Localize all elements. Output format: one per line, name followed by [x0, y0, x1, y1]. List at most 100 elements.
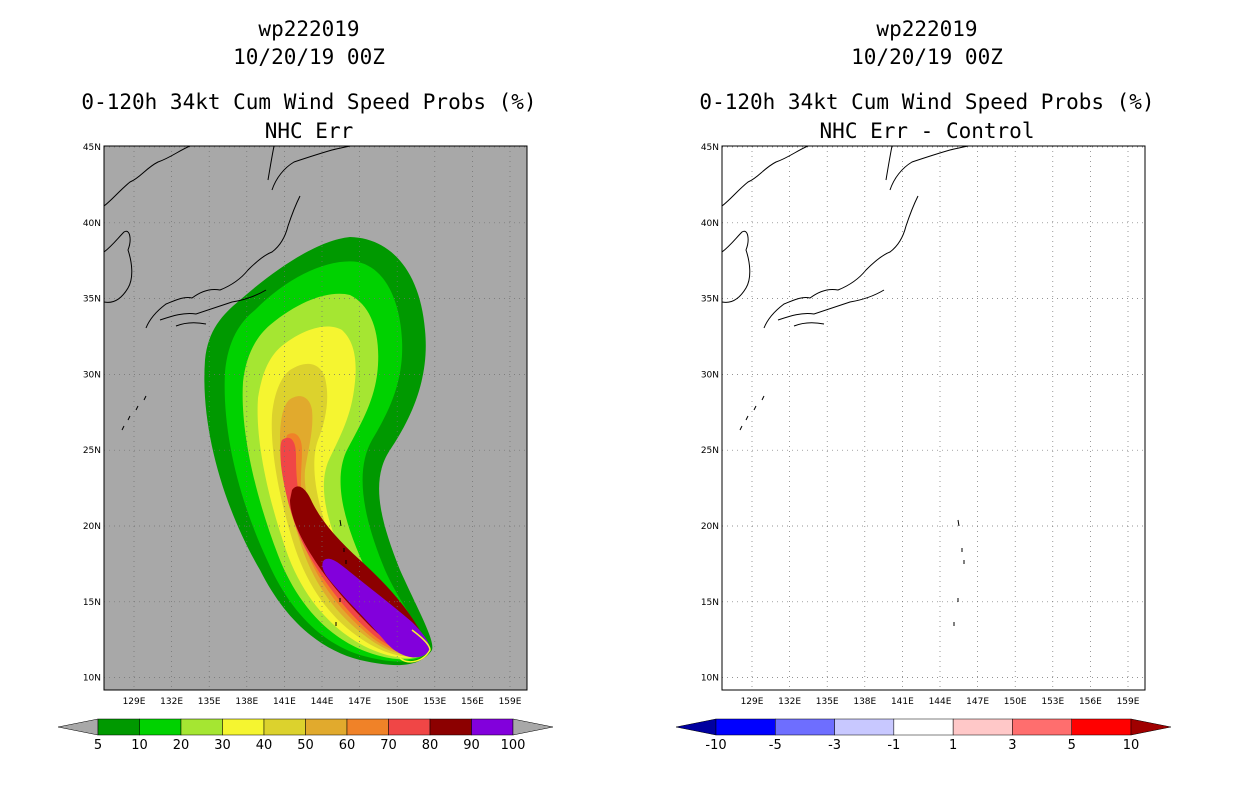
lat-tick-label: 10N	[701, 674, 719, 684]
colorbar-label: 10	[131, 738, 148, 753]
colorbar-swatch	[388, 718, 431, 736]
colorbar-label: -10	[705, 738, 726, 753]
colorbar-label: -1	[887, 738, 900, 753]
band-90	[322, 558, 430, 658]
lon-tick-label: 144E	[929, 697, 952, 707]
right-map: 45N 40N 35N 30N 25N 20N 15N 10N 129E 132E 135E 138E…	[675, 143, 1172, 753]
honshu-south-coast	[159, 289, 267, 321]
colorbar-swatch	[952, 718, 1013, 736]
right-map-background	[722, 146, 1145, 690]
lon-tick-label: 132E	[160, 697, 183, 707]
left-product-title: 0-120h 34kt Cum Wind Speed Probs (%)	[81, 90, 537, 114]
colorbar-swatch	[1012, 718, 1072, 736]
colorbar-label: 80	[422, 738, 439, 753]
ryukyu-islands	[121, 395, 147, 431]
colorbar-swatch	[834, 718, 895, 736]
lat-tick-label: 25N	[701, 446, 719, 456]
lat-tick-label: 20N	[83, 522, 101, 532]
lon-tick-label: 147E	[348, 697, 371, 707]
colorbar-label: 90	[463, 738, 480, 753]
lon-tick-label: 135E	[198, 697, 221, 707]
colorbar-swatch	[97, 718, 140, 736]
lat-tick-label: 30N	[701, 370, 719, 380]
lon-tick-label: 141E	[273, 697, 296, 707]
bonin-islands	[335, 519, 347, 626]
colorbar-swatch	[222, 718, 265, 736]
left-subtitle: NHC Err	[264, 119, 354, 143]
korea-coast	[722, 230, 751, 303]
lon-tick-label: 150E	[386, 697, 409, 707]
left-grid	[104, 146, 527, 690]
colorbar-label: 50	[297, 738, 314, 753]
lat-tick-label: 15N	[83, 598, 101, 608]
lon-tick-label: 144E	[311, 697, 334, 707]
lat-tick-label: 45N	[701, 143, 719, 153]
left-axis-labels: 45N 40N 35N 30N 25N 20N 15N 10N 129E 132E 135E 138E…	[83, 143, 522, 707]
left-coastlines	[104, 146, 353, 626]
right-panel: wp222019 10/20/19 00Z 0-120h 34kt Cum Wi…	[618, 0, 1236, 800]
colorbar-high-triangle	[512, 718, 554, 736]
lat-tick-label: 40N	[701, 219, 719, 229]
lon-tick-label: 129E	[741, 697, 764, 707]
lat-tick-label: 25N	[83, 446, 101, 456]
sakhalin-coast	[885, 146, 893, 181]
lon-tick-label: 141E	[891, 697, 914, 707]
right-subtitle: NHC Err - Control	[819, 119, 1035, 143]
lon-tick-label: 150E	[1004, 697, 1027, 707]
honshu-south-coast	[777, 289, 885, 321]
lat-tick-label: 40N	[83, 219, 101, 229]
lon-tick-label: 159E	[499, 697, 522, 707]
right-product-title: 0-120h 34kt Cum Wind Speed Probs (%)	[699, 90, 1155, 114]
difference-colorbar: -10 -5 -3 -1 1 3 5 10	[675, 718, 1172, 753]
colorbar-label: 60	[339, 738, 356, 753]
kyushu-honshu-coast	[763, 195, 919, 329]
colorbar-swatch	[305, 718, 348, 736]
lon-tick-label: 153E	[423, 697, 446, 707]
colorbar-swatch	[263, 718, 306, 736]
colorbar-low-triangle	[675, 718, 717, 736]
right-map-frame	[721, 145, 1146, 691]
colorbar-label: 1	[949, 738, 957, 753]
lon-tick-label: 129E	[123, 697, 146, 707]
korea-coast	[104, 230, 133, 303]
probability-colorbar: 5 10 20 30 40 50 60 70 80 90 100	[57, 718, 554, 753]
colorbar-label: 40	[256, 738, 273, 753]
lon-tick-label: 159E	[1117, 697, 1140, 707]
colorbar-label: 70	[380, 738, 397, 753]
band-40	[271, 363, 430, 657]
colorbar-label: 20	[173, 738, 190, 753]
lat-tick-label: 45N	[83, 143, 101, 153]
lat-tick-label: 35N	[701, 295, 719, 305]
colorbar-low-triangle	[57, 718, 99, 736]
right-storm-id: wp222019	[876, 17, 978, 41]
lon-tick-label: 153E	[1041, 697, 1064, 707]
colorbar-label: -3	[828, 738, 841, 753]
lat-tick-label: 30N	[83, 370, 101, 380]
colorbar-swatch	[139, 718, 182, 736]
colorbar-swatch	[893, 718, 954, 736]
colorbar-swatch	[346, 718, 389, 736]
colorbar-swatch	[1071, 718, 1132, 736]
left-storm-id: wp222019	[258, 17, 360, 41]
right-axis-labels: 45N 40N 35N 30N 25N 20N 15N 10N 129E 132E 135E 138E…	[701, 143, 1140, 707]
hokkaido-coast	[889, 146, 971, 191]
ryukyu-islands	[739, 395, 765, 431]
colorbar-label: 3	[1008, 738, 1016, 753]
shikoku-coast	[175, 322, 207, 327]
left-map: 45N 40N 35N 30N 25N 20N 15N 10N 129E 132E 135E 138E…	[57, 143, 554, 753]
colorbar-label: -5	[769, 738, 782, 753]
lat-tick-label: 35N	[83, 295, 101, 305]
colorbar-label: 100	[501, 738, 526, 753]
lon-tick-label: 138E	[235, 697, 258, 707]
lon-tick-label: 147E	[966, 697, 989, 707]
lat-tick-label: 10N	[83, 674, 101, 684]
hokkaido-coast	[271, 146, 353, 191]
colorbar-high-triangle	[1130, 718, 1172, 736]
lon-tick-label: 138E	[853, 697, 876, 707]
sakhalin-coast	[267, 146, 275, 181]
colorbar-label: 5	[94, 738, 102, 753]
china-coast	[722, 146, 809, 207]
colorbar-swatch	[715, 718, 776, 736]
left-panel: wp222019 10/20/19 00Z 0-120h 34kt Cum Wi…	[57, 17, 554, 753]
lat-tick-label: 15N	[701, 598, 719, 608]
